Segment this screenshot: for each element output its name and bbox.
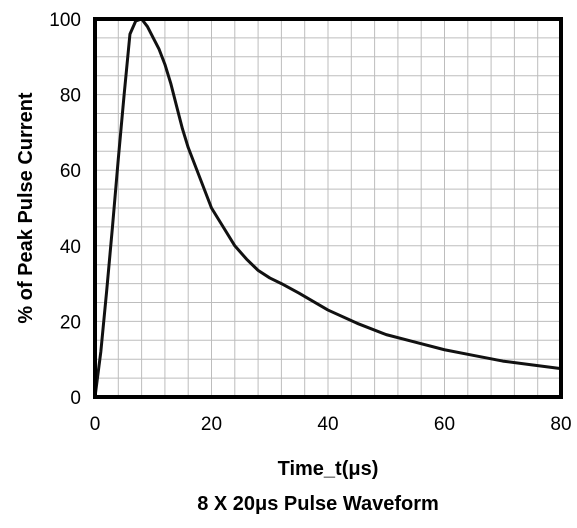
- tick-labels: 0 20 40 60 80 0 20 40 60 80 100: [49, 10, 571, 435]
- series-line-0: [93, 17, 563, 399]
- x-tick-label: 60: [434, 414, 455, 435]
- plot-frame: [93, 17, 563, 399]
- x-tick-label: 0: [90, 414, 101, 435]
- y-tick-label: 20: [60, 312, 81, 333]
- y-tick-label: 40: [60, 237, 81, 258]
- y-tick-label: 100: [49, 10, 81, 31]
- x-tick-label: 40: [317, 414, 338, 435]
- y-axis-title: % of Peak Pulse Current: [15, 92, 37, 324]
- y-tick-label: 0: [70, 388, 81, 409]
- y-tick-label: 60: [60, 161, 81, 182]
- y-tick-label: 80: [60, 86, 81, 107]
- grid-lines: [95, 19, 561, 397]
- x-tick-label: 20: [201, 414, 222, 435]
- x-axis-title: Time_t(μs): [278, 458, 379, 480]
- chart-caption: 8 X 20μs Pulse Waveform: [197, 493, 439, 515]
- series-group: [93, 17, 563, 399]
- x-tick-label: 80: [550, 414, 571, 435]
